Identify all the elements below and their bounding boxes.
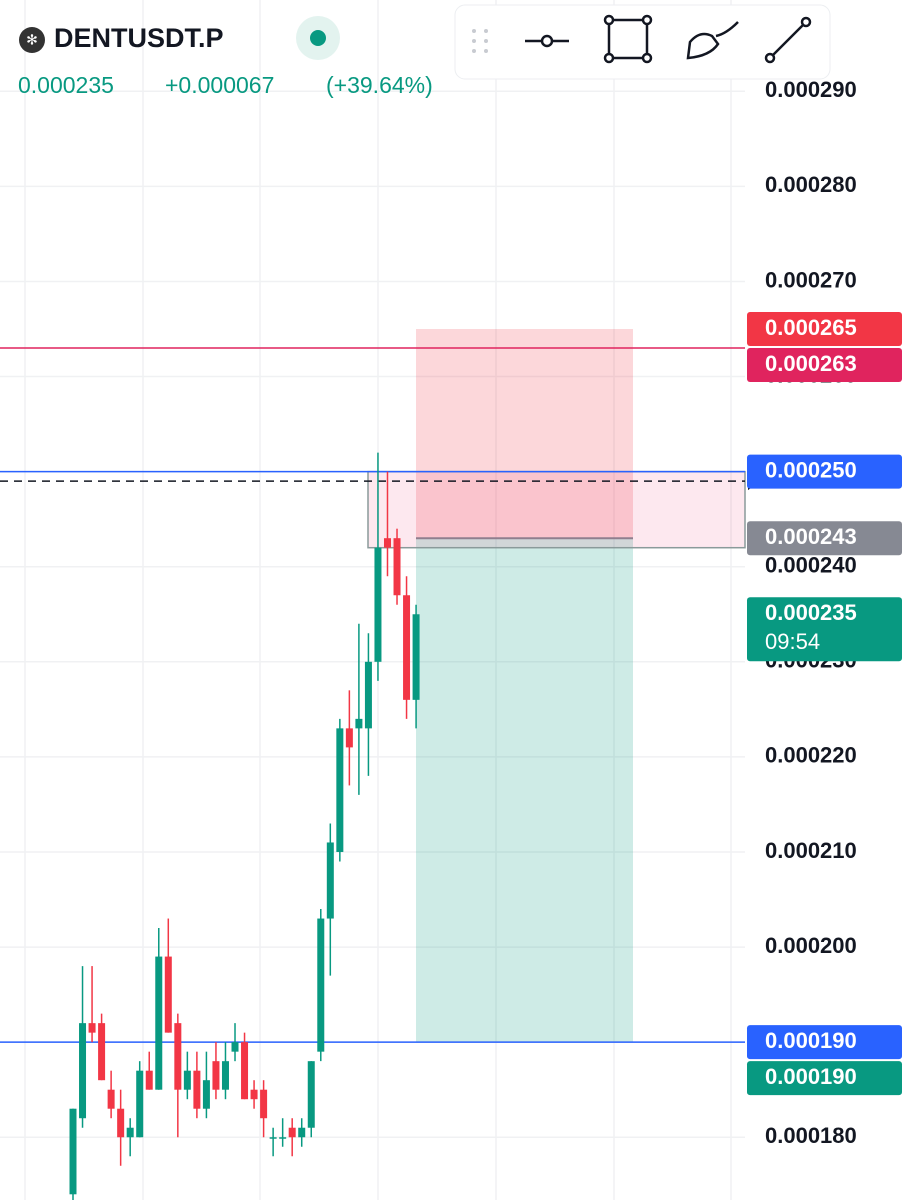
candle-body: [69, 1108, 77, 1195]
candle-body: [174, 1023, 182, 1090]
candle-body: [412, 614, 420, 700]
y-tick-label: 0.000290: [765, 77, 857, 102]
tool-rectangle[interactable]: [603, 14, 653, 64]
candle-body: [117, 1108, 125, 1138]
y-tick-label: 0.000240: [765, 553, 857, 578]
candle-body: [79, 1023, 87, 1119]
toolbar-bg: [454, 4, 831, 80]
tool-trend-line[interactable]: [764, 16, 812, 64]
y-tick-label: 0.000210: [765, 838, 857, 863]
price-label: 0.000235: [765, 600, 857, 625]
price-label-bg: [747, 1025, 902, 1060]
candle-body: [183, 1070, 191, 1090]
price-label-bg: [747, 348, 902, 383]
price-label: 0.000243: [765, 524, 857, 549]
candle-body: [145, 1070, 153, 1090]
candle-body: [193, 1070, 201, 1109]
symbol: DENTUSDT.P: [54, 23, 224, 53]
candle-body: [298, 1127, 306, 1138]
candle-body: [393, 538, 401, 596]
price-label: 0.000265: [765, 315, 857, 340]
candle-body: [317, 918, 325, 1052]
status-dot: [310, 30, 326, 46]
y-tick-label: 0.000280: [765, 172, 857, 197]
candle-body: [88, 1023, 96, 1033]
candle-body: [155, 956, 163, 1090]
y-tick-label: 0.000220: [765, 743, 857, 768]
toolbar: [454, 4, 831, 80]
y-tick-label: 0.000180: [765, 1123, 857, 1148]
tool-brush[interactable]: [686, 21, 739, 60]
candle-body: [279, 1137, 287, 1139]
candle-body: [221, 1061, 229, 1090]
candle-body: [98, 1023, 106, 1081]
price-label-bg: [747, 521, 902, 556]
price-label-bg: [747, 312, 902, 347]
candle-body: [364, 661, 372, 729]
rectangle-drawing: [367, 470, 746, 549]
price-label: 0.000190: [765, 1064, 857, 1089]
icon-glyph: ✻: [26, 32, 38, 48]
candle-body: [231, 1042, 239, 1052]
price-label-bg: [747, 1061, 902, 1096]
candle-body: [107, 1089, 115, 1109]
price-label-bg: [747, 454, 902, 489]
target-zone: [416, 538, 633, 1043]
price-label: 0.000250: [765, 457, 857, 482]
candle-body: [336, 728, 344, 852]
countdown: 09:54: [765, 629, 820, 654]
candle-body: [374, 547, 382, 662]
candle-body: [164, 956, 172, 1033]
candle-body: [202, 1080, 210, 1109]
header: ✻ DENTUSDT.P 0.000235 +0.000067 (+39.64%…: [18, 16, 433, 98]
candle-body: [241, 1042, 249, 1100]
price-label-bg: [747, 597, 902, 662]
candle-body: [345, 728, 353, 748]
y-tick-label: 0.000200: [765, 933, 857, 958]
candle-body: [126, 1127, 134, 1138]
stop-zone: [416, 329, 633, 539]
candle-body: [136, 1070, 144, 1138]
candle-body: [403, 595, 411, 700]
change-percent: (+39.64%): [326, 72, 433, 98]
candle-body: [212, 1061, 220, 1090]
candle-body: [355, 718, 363, 729]
price-label: 0.000190: [765, 1028, 857, 1053]
plot: [0, 90, 746, 1200]
vertical-grid: [24, 0, 732, 1200]
candle-body: [307, 1061, 315, 1128]
candle-body: [269, 1137, 277, 1139]
candle-body: [250, 1089, 258, 1100]
last-price: 0.000235: [18, 72, 114, 98]
tool-horizontal-line[interactable]: [525, 34, 569, 48]
candle-body: [288, 1127, 296, 1138]
price-label: 0.000263: [765, 351, 857, 376]
candle-body: [383, 538, 391, 548]
candle-body: [326, 842, 334, 919]
y-tick-label: 0.000270: [765, 267, 857, 292]
change: +0.000067: [165, 72, 274, 98]
symbol-icon: [19, 27, 45, 53]
candle-body: [260, 1089, 268, 1119]
drag-handle[interactable]: [472, 29, 488, 53]
